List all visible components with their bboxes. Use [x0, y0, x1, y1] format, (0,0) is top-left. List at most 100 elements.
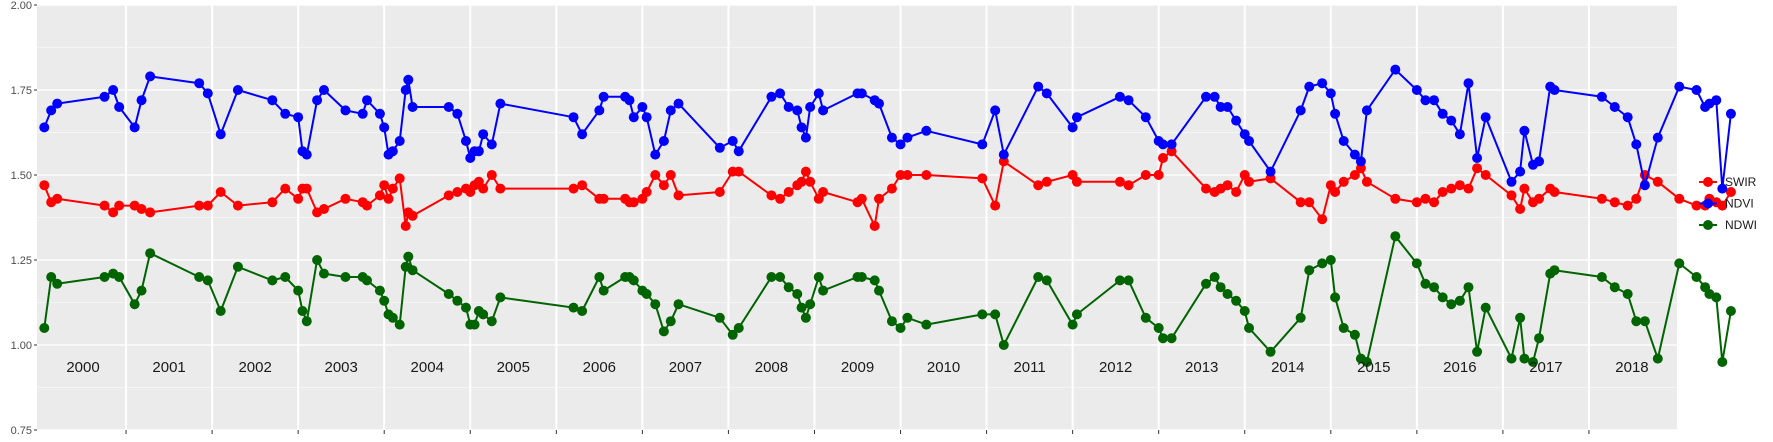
data-point-ndwi — [998, 340, 1009, 350]
data-point-ndvi — [1725, 108, 1736, 119]
data-point-ndwi — [1446, 299, 1457, 310]
data-point-ndwi — [1454, 295, 1465, 306]
data-point-ndwi — [1506, 353, 1517, 364]
data-point-ndwi — [1411, 258, 1422, 269]
data-point-ndwi — [1338, 323, 1349, 333]
data-point-ndwi — [818, 285, 829, 296]
data-point-ndwi — [407, 265, 418, 276]
data-point-ndvi — [650, 149, 661, 160]
series-layer — [39, 64, 1736, 367]
data-point-ndvi — [818, 105, 829, 116]
data-point-ndvi — [452, 108, 463, 119]
data-point-ndvi — [998, 149, 1009, 160]
data-point-ndwi — [1596, 272, 1607, 282]
data-point-ndwi — [129, 299, 140, 310]
data-point-swir — [145, 207, 156, 218]
data-point-ndwi — [232, 261, 243, 272]
data-point-ndvi — [232, 85, 243, 95]
data-point-ndwi — [628, 275, 639, 286]
data-point-swir — [1437, 187, 1448, 197]
data-point-ndwi — [1429, 282, 1440, 293]
data-point-ndwi — [1265, 346, 1276, 357]
data-point-ndvi — [1390, 64, 1401, 75]
data-point-swir — [215, 187, 226, 197]
data-point-ndvi — [1349, 149, 1360, 160]
data-point-ndwi — [460, 302, 471, 313]
year-label: 2005 — [497, 359, 530, 376]
data-point-swir — [1244, 176, 1255, 187]
data-point-ndvi — [1420, 95, 1431, 106]
data-point-ndvi — [813, 88, 824, 99]
data-point-ndvi — [1631, 139, 1642, 150]
data-point-ndwi — [874, 285, 885, 296]
data-point-ndvi — [1480, 112, 1491, 123]
data-point-swir — [1472, 163, 1483, 174]
data-point-ndwi — [796, 302, 807, 313]
data-point-ndwi — [673, 299, 684, 310]
year-label: 2009 — [841, 359, 874, 376]
data-point-ndwi — [1519, 353, 1530, 364]
data-point-ndvi — [783, 102, 794, 112]
y-tick-label: 1.50 — [11, 170, 32, 182]
data-point-swir — [1519, 183, 1530, 194]
data-point-ndwi — [598, 285, 609, 296]
data-point-ndvi — [1222, 102, 1233, 112]
data-point-ndvi — [1244, 136, 1255, 146]
data-point-ndvi — [1472, 153, 1483, 163]
data-point-ndwi — [1437, 292, 1448, 303]
data-point-ndvi — [443, 102, 454, 112]
data-point-ndvi — [202, 88, 213, 99]
data-point-ndwi — [856, 272, 867, 282]
data-point-ndvi — [129, 122, 140, 133]
data-point-ndvi — [1549, 85, 1560, 95]
data-point-ndwi — [714, 312, 725, 323]
data-point-swir — [1033, 180, 1044, 191]
data-point-ndwi — [1549, 265, 1560, 276]
year-label: 2002 — [238, 359, 271, 376]
data-point-ndvi — [400, 85, 411, 95]
data-point-ndwi — [886, 316, 897, 327]
data-point-ndwi — [869, 275, 880, 286]
y-axis: 0.75 1.00 1.25 1.50 1.75 2.00 — [11, 0, 37, 437]
data-point-ndvi — [1454, 129, 1465, 140]
data-point-swir — [1338, 176, 1349, 187]
data-point-ndvi — [1411, 85, 1422, 95]
data-point-swir — [1480, 170, 1491, 180]
data-point-ndwi — [1674, 258, 1685, 269]
data-point-swir — [452, 187, 463, 197]
data-point-ndvi — [921, 125, 932, 136]
data-point-ndvi — [1330, 108, 1341, 119]
data-point-swir — [1446, 183, 1457, 194]
data-point-ndwi — [46, 272, 57, 282]
data-point-ndwi — [1528, 357, 1539, 367]
data-point-ndwi — [301, 316, 312, 327]
data-point-ndwi — [727, 329, 738, 340]
data-point-ndwi — [1361, 357, 1372, 367]
data-point-ndvi — [495, 98, 506, 109]
data-point-swir — [1153, 170, 1164, 180]
data-point-ndvi — [473, 146, 484, 157]
data-point-swir — [1349, 170, 1360, 180]
data-point-ndvi — [99, 91, 110, 102]
data-point-swir — [921, 170, 932, 180]
data-point-ndvi — [673, 98, 684, 109]
data-point-ndvi — [1711, 95, 1722, 106]
data-point-ndwi — [1390, 231, 1401, 242]
data-point-swir — [114, 200, 125, 211]
data-point-ndvi — [1463, 78, 1474, 89]
data-point-swir — [1295, 197, 1306, 208]
data-point-ndvi — [624, 95, 635, 106]
data-point-swir — [362, 200, 372, 211]
data-point-ndwi — [340, 272, 351, 282]
data-point-ndwi — [1463, 282, 1474, 293]
data-point-ndvi — [874, 98, 885, 109]
data-point-swir — [1674, 193, 1685, 204]
data-point-ndvi — [598, 91, 609, 102]
data-point-swir — [856, 193, 867, 204]
year-label: 2004 — [411, 359, 444, 376]
data-point-ndwi — [594, 272, 605, 282]
data-point-swir — [650, 170, 661, 180]
data-point-ndwi — [733, 323, 744, 333]
data-point-swir — [1622, 200, 1633, 211]
data-point-ndvi — [1304, 81, 1315, 92]
